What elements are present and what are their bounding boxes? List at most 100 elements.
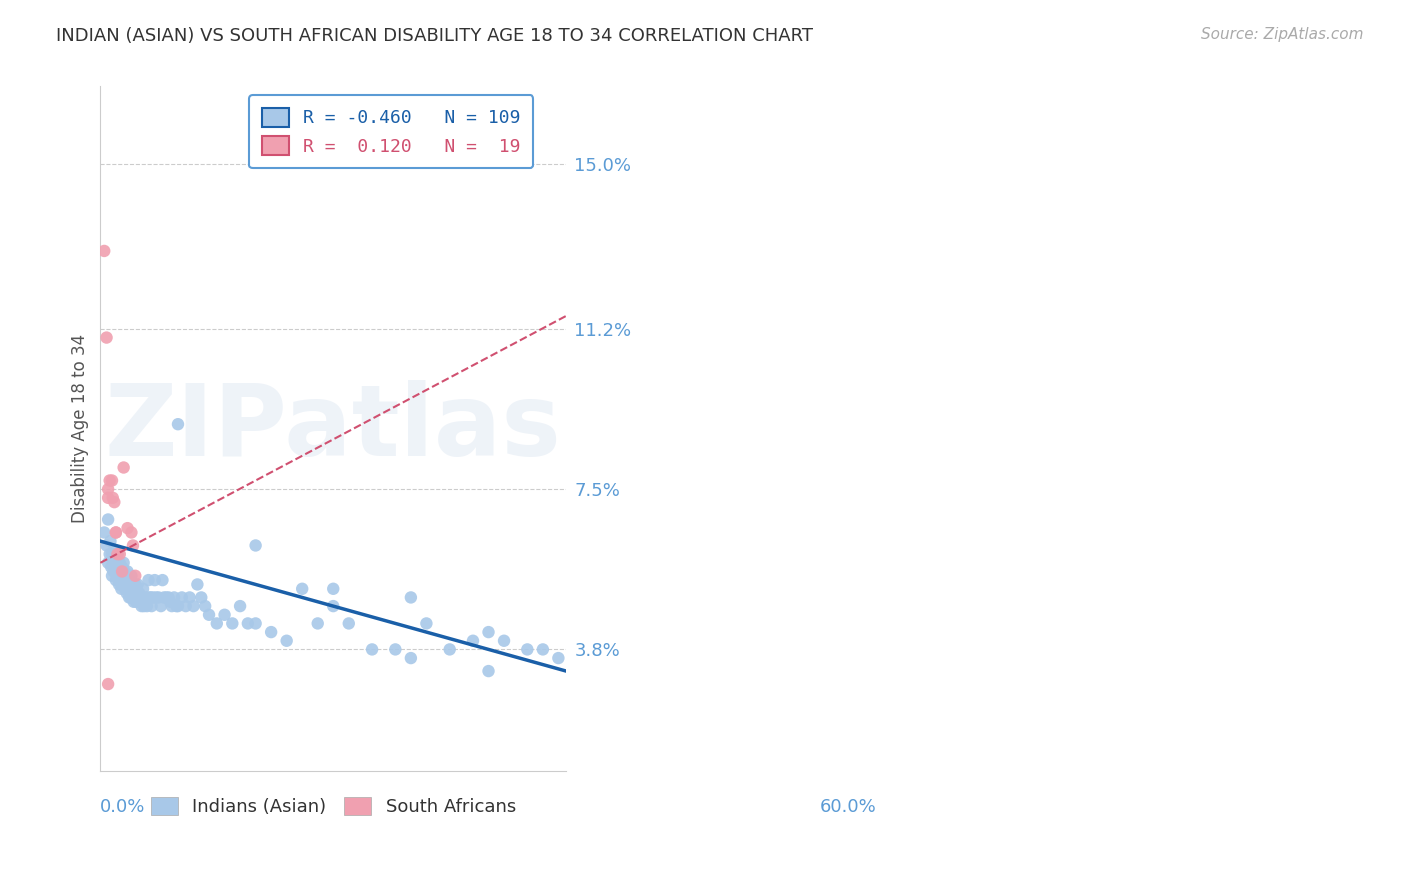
Point bbox=[108, 573, 131, 587]
Point bbox=[170, 591, 193, 605]
Point bbox=[132, 599, 155, 613]
Point bbox=[117, 565, 139, 579]
Point bbox=[97, 677, 120, 691]
Point bbox=[547, 651, 569, 665]
Point bbox=[167, 599, 190, 613]
Point bbox=[101, 547, 124, 561]
Point bbox=[112, 460, 135, 475]
Point bbox=[103, 565, 125, 579]
Point bbox=[531, 642, 554, 657]
Point bbox=[107, 569, 129, 583]
Point bbox=[98, 547, 121, 561]
Point bbox=[124, 577, 146, 591]
Point bbox=[104, 525, 127, 540]
Point bbox=[155, 591, 177, 605]
Point bbox=[112, 577, 135, 591]
Point bbox=[111, 577, 134, 591]
Point bbox=[159, 595, 181, 609]
Point bbox=[143, 573, 166, 587]
Point bbox=[101, 569, 124, 583]
Point bbox=[399, 651, 422, 665]
Point bbox=[118, 573, 141, 587]
Point bbox=[107, 560, 129, 574]
Point bbox=[236, 616, 259, 631]
Point bbox=[307, 616, 329, 631]
Point bbox=[461, 633, 484, 648]
Point bbox=[384, 642, 406, 657]
Point bbox=[120, 525, 142, 540]
Point bbox=[145, 591, 167, 605]
Point bbox=[174, 599, 197, 613]
Point bbox=[101, 556, 124, 570]
Point bbox=[115, 586, 138, 600]
Point bbox=[120, 591, 142, 605]
Text: 0.0%: 0.0% bbox=[100, 798, 146, 816]
Point bbox=[105, 560, 128, 574]
Point bbox=[112, 565, 135, 579]
Point bbox=[260, 625, 283, 640]
Point bbox=[110, 582, 132, 596]
Point bbox=[120, 569, 142, 583]
Point bbox=[492, 633, 515, 648]
Text: INDIAN (ASIAN) VS SOUTH AFRICAN DISABILITY AGE 18 TO 34 CORRELATION CHART: INDIAN (ASIAN) VS SOUTH AFRICAN DISABILI… bbox=[56, 27, 813, 45]
Point bbox=[121, 586, 143, 600]
Point bbox=[127, 577, 149, 591]
Point bbox=[149, 599, 172, 613]
Point bbox=[107, 547, 129, 561]
Point bbox=[337, 616, 360, 631]
Point bbox=[198, 607, 221, 622]
Point bbox=[138, 573, 160, 587]
Point bbox=[477, 664, 499, 678]
Point bbox=[93, 244, 115, 258]
Point bbox=[104, 525, 127, 540]
Point bbox=[111, 560, 134, 574]
Point bbox=[96, 539, 118, 553]
Point bbox=[129, 595, 152, 609]
Point bbox=[114, 582, 136, 596]
Point bbox=[516, 642, 538, 657]
Point bbox=[103, 495, 125, 509]
Point bbox=[127, 595, 149, 609]
Point bbox=[104, 573, 127, 587]
Point bbox=[291, 582, 314, 596]
Point bbox=[122, 582, 145, 596]
Point bbox=[131, 599, 153, 613]
Point bbox=[98, 474, 121, 488]
Point bbox=[118, 591, 141, 605]
Point bbox=[477, 625, 499, 640]
Point bbox=[183, 599, 205, 613]
Point bbox=[117, 582, 139, 596]
Text: 60.0%: 60.0% bbox=[820, 798, 877, 816]
Point bbox=[100, 560, 122, 574]
Point bbox=[96, 330, 118, 344]
Point bbox=[245, 539, 267, 553]
Point bbox=[148, 591, 170, 605]
Point bbox=[179, 591, 201, 605]
Point bbox=[110, 565, 132, 579]
Point bbox=[138, 591, 160, 605]
Point bbox=[167, 417, 190, 432]
Point bbox=[104, 551, 127, 566]
Point bbox=[361, 642, 384, 657]
Point bbox=[186, 577, 208, 591]
Point bbox=[124, 569, 146, 583]
Point bbox=[322, 582, 344, 596]
Point bbox=[132, 582, 155, 596]
Point bbox=[163, 591, 186, 605]
Point bbox=[439, 642, 461, 657]
Point bbox=[100, 534, 122, 549]
Point bbox=[122, 595, 145, 609]
Point bbox=[108, 547, 131, 561]
Point bbox=[142, 591, 165, 605]
Point bbox=[160, 599, 183, 613]
Point bbox=[115, 573, 138, 587]
Point bbox=[112, 556, 135, 570]
Point bbox=[97, 491, 120, 505]
Point bbox=[205, 616, 228, 631]
Y-axis label: Disability Age 18 to 34: Disability Age 18 to 34 bbox=[72, 334, 89, 523]
Point bbox=[322, 599, 344, 613]
Point bbox=[415, 616, 437, 631]
Point bbox=[97, 512, 120, 526]
Point bbox=[128, 586, 150, 600]
Point bbox=[136, 599, 159, 613]
